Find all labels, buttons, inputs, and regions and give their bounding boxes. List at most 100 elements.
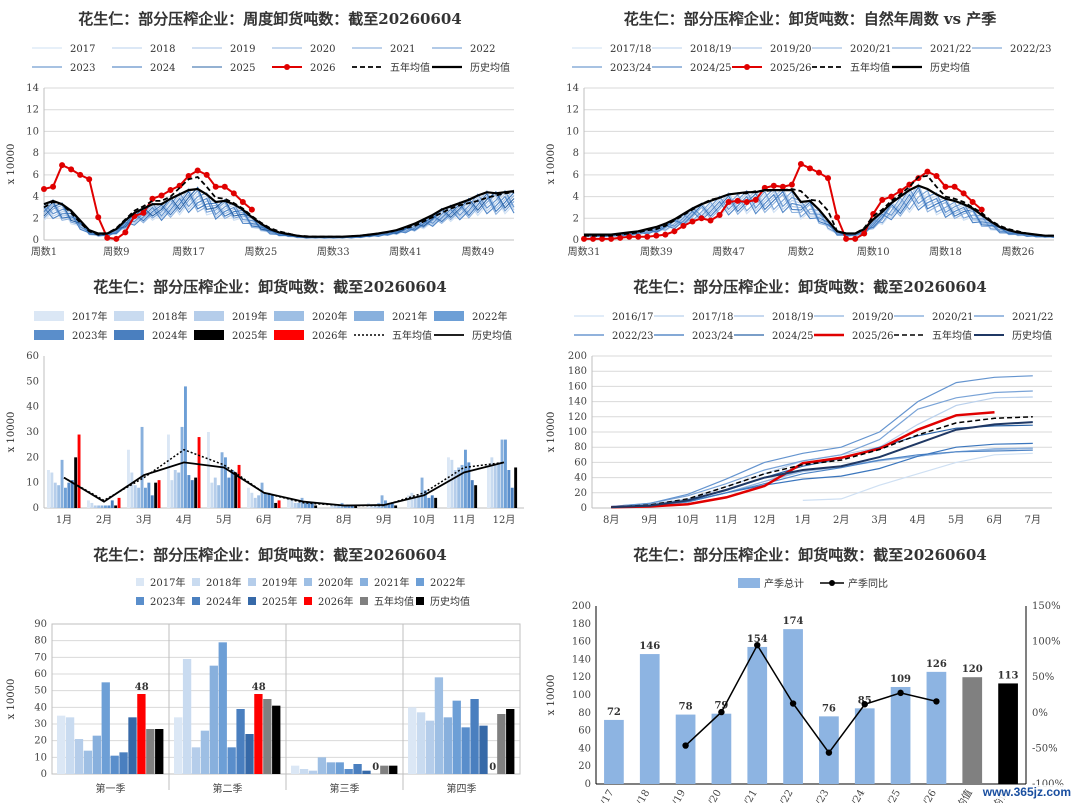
bar-2026年 [197, 437, 201, 508]
y-axis-label: x 10000 [546, 144, 557, 185]
chart-cumulative: 花生仁：部分压榨企业：卸货吨数：截至20260604 0 20 40 60 80 100 12… [540, 268, 1080, 536]
legend-label-2017-18: 2017/18 [610, 44, 652, 55]
data-point-2025-26 [770, 182, 777, 189]
data-point-2025-26 [617, 234, 624, 241]
x-tick-label: 12月 [753, 514, 776, 526]
bar-2023年 [467, 462, 471, 508]
legend-label: 产季总计 [764, 577, 804, 590]
data-point-2025-26 [806, 165, 813, 172]
bar-2025年 [474, 485, 478, 508]
bar-2022年 [101, 682, 110, 774]
bar-2025年 [434, 497, 438, 508]
series-line-2018-19 [583, 190, 1055, 238]
bar-2024年 [70, 480, 74, 508]
data-point-2025-26 [680, 222, 687, 229]
y-tick-label: 160 [572, 637, 591, 648]
bar-历史均值 [155, 729, 164, 774]
bar-2026年 [277, 500, 281, 508]
y-tick-label: 2 [573, 213, 579, 224]
bar-2024年 [390, 502, 394, 508]
y-axis-label: x 10000 [6, 144, 17, 185]
bar-2018年 [250, 492, 254, 508]
legend-label-五年均值: 五年均值 [392, 329, 432, 342]
bar-2018年 [182, 659, 192, 774]
chart-title: 花生仁：部分压榨企业：卸货吨数：自然年周数 vs 产季 [624, 10, 997, 28]
data-point-2026 [50, 183, 57, 190]
bar-2026年 [117, 497, 121, 508]
bar-2019年 [253, 497, 257, 508]
data-point-2025-26 [951, 183, 958, 190]
bar-2020年 [297, 502, 301, 508]
data-label: 0 [489, 762, 496, 773]
bar-2020年 [457, 467, 461, 508]
bar-2018年 [210, 482, 214, 508]
bar-2022年 [344, 505, 347, 508]
y-tick-label: 140 [572, 654, 591, 665]
bar-2025年 [194, 477, 198, 508]
y-axis-label: x 10000 [6, 679, 17, 720]
series-line-历史均值 [43, 187, 515, 238]
y-tick-label: 200 [568, 351, 587, 362]
legend-label-2024-25: 2024/25 [690, 63, 732, 74]
bar-2020年 [137, 487, 141, 508]
bar-2018年 [299, 769, 309, 774]
bar-2023年 [67, 482, 71, 508]
data-point-yoy [682, 742, 689, 749]
bar-2020年 [200, 730, 210, 774]
y-tick-label: 120 [572, 672, 591, 683]
legend-swatch-2020年 [274, 311, 304, 321]
data-point-2025-26 [852, 235, 859, 242]
chart-title: 花生仁：部分压榨企业：卸货吨数：截至20260604 [633, 546, 987, 564]
data-point-yoy [933, 698, 940, 705]
legend-swatch-2023年 [136, 597, 144, 605]
x-tick-label: 10月 [413, 514, 436, 526]
bar-2025年 [394, 505, 398, 508]
y-tick-label: 40 [574, 473, 587, 484]
bar-2025-26 [926, 671, 947, 784]
series-line-历史均值 [584, 184, 1054, 237]
legend-label-2021: 2021 [390, 44, 415, 55]
bar-2025年 [479, 725, 488, 774]
data-point-2026 [95, 214, 102, 221]
legend-label-2022年: 2022年 [472, 310, 507, 323]
bar-2020年 [337, 505, 341, 508]
bar-2022年 [144, 487, 147, 508]
y2-tick-label: -100% [1032, 779, 1064, 790]
legend-label-2019: 2019 [230, 44, 255, 55]
data-point-2026 [176, 182, 183, 189]
data-label: 85 [858, 695, 872, 706]
chart-weekly: 花生仁：部分压榨企业：周度卸货吨数：截至20260604 0 2 4 6 8 10 12 14 x… [0, 0, 540, 268]
bar-2017年 [291, 765, 300, 774]
data-point-2025-26 [743, 199, 750, 205]
bar-2021年 [460, 464, 464, 508]
bar-2026年 [237, 464, 241, 508]
bar-2025年 [245, 734, 254, 774]
series-line-五年均值 [584, 174, 1054, 237]
x-tick-label: 3月 [871, 514, 887, 526]
legend-label-2017年: 2017年 [72, 310, 107, 323]
x-tick-label: 4月 [910, 514, 926, 526]
bar-2018年 [50, 472, 54, 508]
legend-swatch-2024年 [192, 597, 200, 605]
legend-label-2025年: 2025年 [262, 595, 297, 608]
data-label: 113 [998, 670, 1019, 681]
bar-2024年 [236, 709, 245, 774]
data-point-2026 [104, 234, 111, 241]
legend-label-五年均值: 五年均值 [850, 61, 890, 74]
bar-2018年 [416, 712, 426, 774]
bar-2025年 [154, 482, 158, 508]
x-tick-label: 周数41 [389, 245, 422, 258]
legend-swatch-2023年 [34, 330, 64, 340]
x-tick-label: 周数10 [857, 245, 890, 258]
legend-label-2025年: 2025年 [232, 329, 267, 342]
bar-2017年 [487, 464, 490, 508]
y-axis-label: x 10000 [546, 675, 557, 716]
legend-label-历史均值: 历史均值 [930, 61, 970, 74]
bar-2026年 [77, 434, 81, 508]
x-tick-label: 3月 [136, 514, 152, 526]
x-tick-label: 9月 [641, 514, 657, 526]
legend-label-2026年: 2026年 [312, 329, 347, 342]
y-tick-label: 50 [26, 376, 39, 387]
legend-label-2026: 2026 [310, 63, 335, 74]
data-point-2025-26 [960, 190, 967, 197]
